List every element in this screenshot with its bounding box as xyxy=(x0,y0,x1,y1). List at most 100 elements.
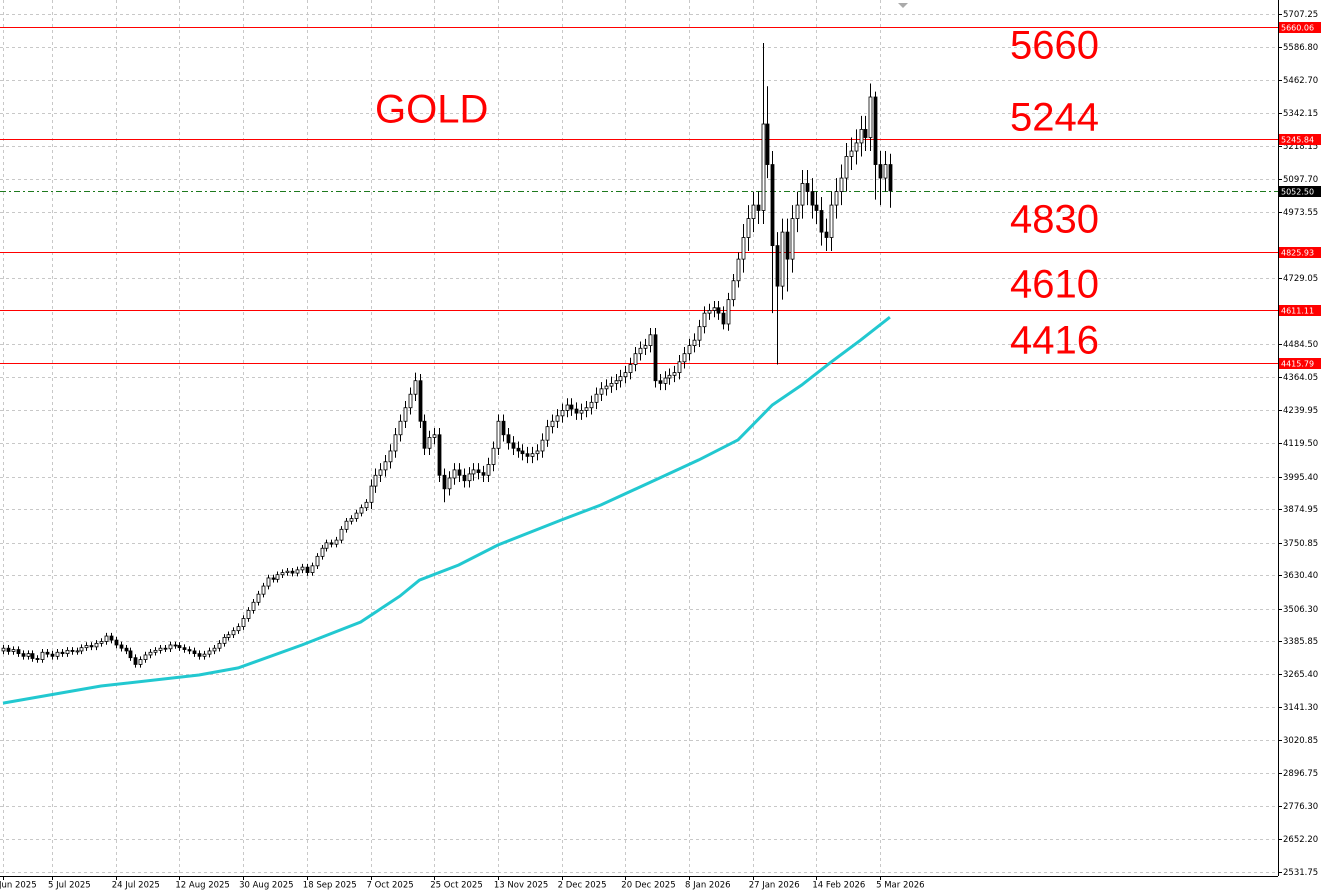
candle-body xyxy=(765,123,770,165)
candle-body xyxy=(256,593,261,603)
shift-marker xyxy=(898,3,908,8)
x-tick-label: Jun 2025 xyxy=(0,881,37,891)
candle-body xyxy=(79,647,84,652)
marks xyxy=(1,42,893,705)
candle-body xyxy=(618,376,623,382)
candle-body xyxy=(486,464,491,476)
candle-body xyxy=(16,649,21,655)
x-tick-label: 14 Feb 2026 xyxy=(812,881,865,891)
candle-body xyxy=(334,539,339,545)
candle-body xyxy=(60,651,65,655)
y-tick-label: 5586.80 xyxy=(1283,43,1318,53)
x-tick-label: 20 Dec 2025 xyxy=(621,881,675,891)
y-tick-label: 3750.85 xyxy=(1283,539,1318,549)
candle-body xyxy=(128,650,133,659)
candle-body xyxy=(158,647,163,651)
candle-body xyxy=(133,657,138,665)
candle-body xyxy=(143,654,148,660)
x-tick-label: 24 Jul 2025 xyxy=(112,881,160,891)
annotation: GOLD xyxy=(375,88,488,132)
candle-body xyxy=(707,310,712,314)
candle-body xyxy=(187,649,192,652)
y-tick-label: 3385.85 xyxy=(1283,637,1318,647)
level-label-box xyxy=(1279,358,1321,369)
y-tick-label: 4239.95 xyxy=(1283,406,1318,416)
candle-body xyxy=(413,380,418,395)
candle-body xyxy=(756,204,761,211)
y-tick-label: 2531.75 xyxy=(1283,868,1318,878)
x-tick-label: 5 Mar 2026 xyxy=(876,881,924,891)
candle-body xyxy=(236,626,241,632)
y-tick-label: 5097.70 xyxy=(1283,175,1318,185)
candle-body xyxy=(682,353,687,363)
candle-body xyxy=(496,420,501,449)
y-tick-label: 3506.30 xyxy=(1283,605,1318,615)
candle-body xyxy=(310,565,315,573)
candle-body xyxy=(241,618,246,628)
candle-body xyxy=(408,393,413,409)
candle-body xyxy=(692,339,697,346)
level-label-box xyxy=(1279,305,1321,316)
level-label: 4825.93 xyxy=(1281,249,1314,258)
annotation: 4416 xyxy=(1010,319,1099,363)
candle-body xyxy=(540,439,545,452)
y-tick-label: 2896.75 xyxy=(1283,769,1318,779)
candle-body xyxy=(222,637,227,644)
candle-body xyxy=(94,642,99,648)
candle-body xyxy=(883,164,888,179)
candle-body xyxy=(388,450,393,463)
candle-body xyxy=(672,372,677,376)
candle-body xyxy=(819,210,824,233)
candle-body xyxy=(452,469,457,479)
candle-body xyxy=(290,570,295,574)
y-tick-label: 4973.55 xyxy=(1283,208,1318,218)
candle-body xyxy=(339,528,344,541)
x-tick-label: 12 Aug 2025 xyxy=(175,881,229,891)
candle-body xyxy=(471,469,476,475)
candle-body xyxy=(511,442,516,449)
candle-body xyxy=(604,385,609,390)
candle-body xyxy=(599,388,604,395)
x-tick-label: 2 Dec 2025 xyxy=(558,881,607,891)
candle-body xyxy=(197,653,202,657)
candle-body xyxy=(565,404,570,411)
candle-body xyxy=(736,258,741,282)
y-tick-label: 4119.50 xyxy=(1283,439,1318,449)
x-tick-label: 27 Jan 2026 xyxy=(749,881,800,891)
candle-body xyxy=(182,647,187,650)
candle-body xyxy=(775,245,780,287)
level-label: 4611.11 xyxy=(1281,307,1314,316)
candle-body xyxy=(501,420,506,436)
candle-body xyxy=(594,393,599,403)
level-label-box xyxy=(1279,247,1321,258)
candle-body xyxy=(545,426,550,441)
candle-body xyxy=(75,650,80,653)
y-tick-label: 4729.05 xyxy=(1283,274,1318,284)
candle-body xyxy=(457,469,462,476)
candle-body xyxy=(667,374,672,379)
candle-body xyxy=(119,644,124,649)
y-tick-label: 3630.40 xyxy=(1283,571,1318,581)
candle-body xyxy=(11,649,16,652)
candle-body xyxy=(574,408,579,414)
candle-body xyxy=(212,647,217,652)
candle-body xyxy=(50,653,55,657)
candle-body xyxy=(40,651,45,660)
candle-body xyxy=(623,372,628,378)
candle-body xyxy=(344,520,349,530)
candle-body xyxy=(422,420,427,449)
candle-body xyxy=(84,645,89,649)
candle-body xyxy=(677,361,682,374)
candle-body xyxy=(354,512,359,519)
candle-body xyxy=(844,156,849,179)
candle-body xyxy=(800,183,805,206)
candle-body xyxy=(663,377,668,384)
x-tick-label: 13 Nov 2025 xyxy=(494,881,548,891)
candle-body xyxy=(207,650,212,655)
candle-body xyxy=(403,407,408,422)
candle-body xyxy=(324,542,329,549)
y-tick-label: 5342.15 xyxy=(1283,109,1318,119)
candle-body xyxy=(437,434,442,476)
